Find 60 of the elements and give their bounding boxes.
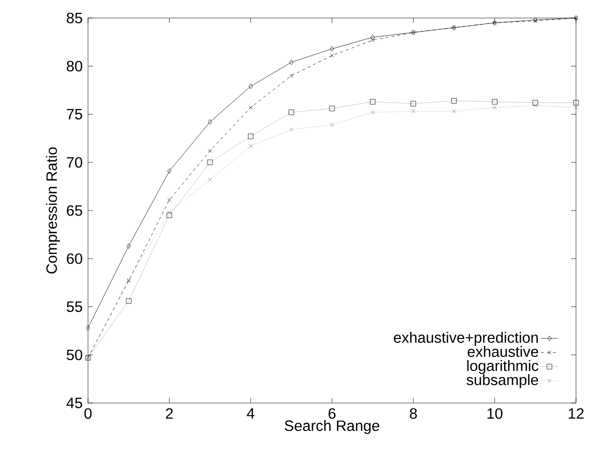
- point: [492, 99, 498, 104]
- legend-label: exhaustive: [468, 346, 538, 357]
- y-tick-label: 70: [66, 157, 82, 168]
- point: [411, 109, 416, 114]
- point: [166, 212, 172, 218]
- point: [207, 160, 213, 166]
- point: [532, 100, 538, 106]
- x-tick-label: 10: [487, 408, 502, 419]
- y-tick-label: 60: [66, 253, 82, 264]
- point: [248, 144, 253, 148]
- y-tick-label: 50: [66, 350, 82, 360]
- point: [289, 60, 294, 65]
- point: [573, 100, 579, 106]
- legend-label: exhaustive+prediction: [394, 332, 538, 346]
- x-tick-label: 6: [328, 408, 336, 419]
- point: [330, 54, 334, 58]
- point: [370, 110, 375, 114]
- point: [451, 98, 457, 104]
- point: [126, 298, 132, 304]
- y-axis-title: Compression Ratio: [46, 147, 60, 274]
- point: [533, 104, 538, 108]
- point: [533, 18, 538, 23]
- x-axis-title: Search Range: [284, 420, 380, 434]
- point: [167, 168, 172, 174]
- point: [330, 46, 334, 52]
- point: [208, 148, 212, 153]
- point: [167, 210, 172, 214]
- point: [410, 100, 416, 106]
- point: [248, 106, 253, 110]
- point: [370, 38, 375, 42]
- y-tick-label: 45: [66, 398, 82, 408]
- point: [208, 178, 212, 182]
- point: [86, 325, 90, 331]
- point: [330, 122, 334, 127]
- point: [248, 134, 254, 140]
- legend-label: logarithmic: [467, 360, 538, 374]
- point: [370, 34, 375, 40]
- x-tick-label: 8: [410, 408, 417, 419]
- x-tick-label: 12: [568, 408, 584, 419]
- point: [492, 106, 497, 110]
- point: [289, 74, 294, 78]
- point: [329, 106, 335, 112]
- point: [288, 110, 294, 116]
- y-tick-label: 65: [66, 205, 82, 216]
- y-tick-label: 85: [66, 12, 82, 24]
- point: [452, 109, 456, 114]
- point: [248, 84, 253, 90]
- y-tick-label: 75: [66, 109, 82, 120]
- x-tick-label: 0: [84, 408, 92, 419]
- y-tick-label: 55: [66, 302, 82, 312]
- point: [126, 243, 131, 249]
- y-tick-label: 80: [66, 60, 82, 72]
- point: [167, 198, 172, 202]
- point: [370, 99, 376, 104]
- x-tick-label: 4: [246, 408, 254, 419]
- point: [289, 128, 294, 132]
- point: [533, 17, 538, 23]
- point: [208, 119, 212, 125]
- legend-label: subsample: [466, 374, 538, 388]
- x-tick-label: 2: [166, 408, 173, 419]
